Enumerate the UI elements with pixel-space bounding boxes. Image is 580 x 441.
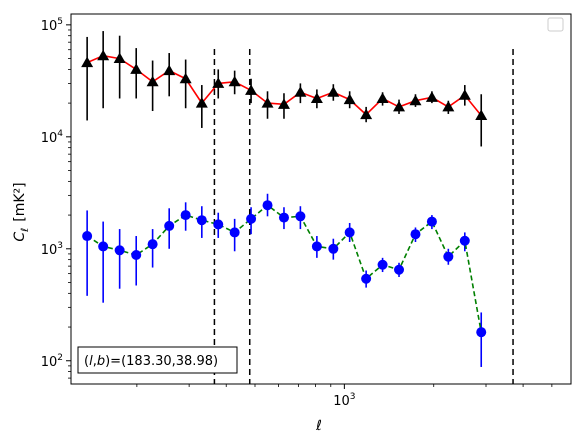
data-point [261, 97, 274, 108]
data-point [212, 77, 225, 88]
y-tick-label: 105 [41, 17, 63, 34]
legend [547, 17, 564, 32]
data-point [213, 219, 224, 230]
data-point [229, 227, 240, 238]
data-point [82, 231, 93, 242]
data-point [228, 75, 241, 87]
svg-text:Cℓ[mK²]: Cℓ [mK²] [12, 182, 31, 241]
y-axis-label: Cℓ [mK²] [12, 182, 31, 241]
data-point [343, 93, 356, 105]
data-point [164, 220, 175, 231]
series-layer [81, 31, 488, 367]
data-point [409, 94, 422, 106]
data-point [113, 52, 126, 64]
data-point [394, 264, 405, 275]
data-point [361, 273, 372, 284]
data-point [410, 229, 421, 240]
x-axis-label: ℓ [315, 418, 322, 434]
data-point [147, 239, 158, 250]
plot-frame [70, 13, 572, 385]
data-point [262, 200, 273, 211]
data-point [130, 63, 143, 74]
data-point [131, 250, 142, 261]
data-point [425, 91, 438, 102]
data-point [393, 100, 406, 112]
data-point [376, 92, 389, 103]
annotation-text: (l,b)=(183.30,38.98) [84, 354, 218, 369]
annotation-frame [77, 346, 238, 374]
data-point [179, 72, 192, 84]
data-point [295, 211, 306, 222]
data-point [310, 92, 323, 103]
data-point [328, 243, 339, 254]
axis-labels: ℓ Cℓ [mK²] [12, 182, 322, 434]
data-point [476, 327, 487, 338]
data-point [97, 49, 110, 61]
data-point [245, 84, 258, 95]
data-point [443, 251, 454, 262]
y-tick-label: 104 [41, 129, 64, 146]
data-point [294, 86, 307, 97]
y-tick-label: 103 [41, 241, 63, 258]
data-point [327, 86, 340, 97]
y-tick-label: 102 [41, 353, 63, 370]
data-point [377, 259, 388, 270]
data-point [344, 227, 355, 238]
data-point [458, 89, 471, 100]
data-point [459, 235, 470, 246]
vertical-reference-lines [213, 49, 514, 384]
data-point [277, 98, 290, 109]
data-point [475, 109, 488, 121]
data-point [246, 213, 257, 224]
data-point [114, 245, 125, 256]
data-point [98, 241, 109, 252]
data-point [81, 56, 94, 68]
data-point [196, 215, 207, 226]
data-point [360, 108, 373, 120]
data-point [180, 210, 191, 221]
data-point [311, 241, 322, 252]
y-axis-label-main: C [12, 232, 28, 242]
legend-box [547, 17, 564, 32]
data-point [195, 97, 208, 108]
data-point [146, 75, 159, 87]
annotation-box: (l,b)=(183.30,38.98) [77, 346, 238, 374]
data-point [426, 216, 437, 227]
data-point [442, 100, 455, 112]
data-point [278, 212, 289, 223]
x-tick-label: 103 [333, 392, 355, 409]
data-point [163, 64, 176, 76]
y-axis-label-unit: [mK²] [12, 182, 28, 221]
series-1 [81, 31, 488, 147]
series-2 [82, 193, 487, 367]
y-axis-label-sub: ℓ [20, 228, 31, 232]
axes: 102 103 104 105 103 [41, 17, 553, 409]
